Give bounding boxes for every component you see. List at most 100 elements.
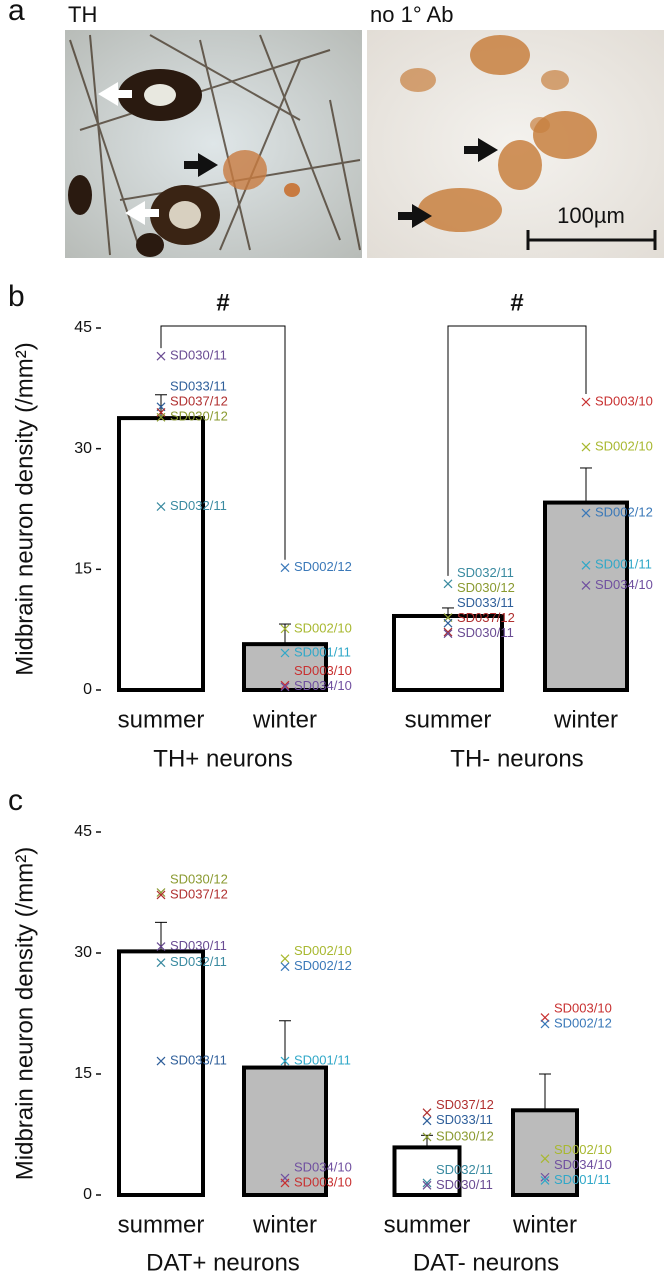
point-label: SD002/10: [554, 1142, 612, 1157]
point-label: SD002/10: [294, 620, 352, 635]
micrograph: [367, 30, 664, 258]
cross: [443, 629, 453, 639]
data-point: [156, 888, 166, 897]
cross: [156, 412, 166, 422]
group-label: DAT- neurons: [413, 1249, 559, 1275]
x-tick-label: winter: [553, 706, 618, 733]
point-label: SD034/10: [595, 577, 653, 592]
cross: [581, 580, 591, 590]
cross: [156, 942, 166, 951]
data-point: [443, 629, 453, 639]
point-label: SD034/10: [554, 1157, 612, 1172]
point-label: SD002/10: [294, 943, 352, 958]
data-point: [443, 618, 453, 628]
point-label: SD034/10: [294, 678, 352, 693]
point-label: SD002/10: [595, 438, 653, 453]
cross: [443, 627, 453, 637]
cross: [280, 962, 290, 972]
point-label: SD001/11: [294, 1053, 351, 1068]
panel-label: c: [8, 784, 23, 817]
error-bar: [580, 467, 592, 503]
panel-label: b: [8, 280, 25, 313]
point-label: SD001/11: [595, 557, 652, 572]
point-label: SD002/12: [554, 1015, 612, 1030]
cross: [280, 1056, 290, 1066]
x-tick-label: winter: [512, 1211, 577, 1238]
data-point: [280, 648, 290, 658]
point-label: SD033/11: [457, 595, 514, 610]
point-label: SD002/12: [294, 559, 352, 574]
cross: [280, 682, 290, 692]
cross: [156, 1056, 166, 1066]
point-label: SD030/12: [170, 871, 228, 886]
data-point: [422, 1178, 432, 1188]
data-point: [156, 351, 166, 361]
cross: [422, 1180, 432, 1190]
cross: [540, 1013, 550, 1022]
x-tick-label: summer: [384, 1211, 471, 1238]
y-tick-label: 15: [74, 1065, 92, 1082]
image-label: no 1° Ab: [370, 2, 453, 27]
x-tick-label: winter: [252, 706, 317, 733]
data-point: [280, 680, 290, 690]
scale-bar-label: 100µm: [557, 203, 625, 228]
cross: [280, 954, 290, 964]
data-point: [156, 1056, 166, 1066]
point-label: SD037/12: [436, 1097, 494, 1112]
point-label: SD032/11: [170, 954, 227, 969]
point-label: SD037/12: [170, 394, 228, 409]
data-point: [581, 560, 591, 570]
point-label: SD033/11: [170, 1053, 227, 1068]
point-label: SD034/10: [294, 1159, 352, 1174]
data-point: [443, 579, 453, 589]
error-bar: [442, 607, 454, 616]
point-label: SD032/11: [457, 565, 514, 580]
y-tick-label: 30: [74, 944, 92, 961]
cross: [156, 888, 166, 897]
bar: [392, 1145, 462, 1197]
point-label: SD037/12: [457, 610, 515, 625]
error-bar: [279, 1020, 291, 1068]
cross: [422, 1178, 432, 1188]
bar: [117, 416, 205, 692]
cross: [581, 397, 591, 407]
data-point: [540, 1176, 550, 1185]
y-axis-label: Midbrain neuron density (/mm²): [11, 342, 38, 675]
point-label: SD030/12: [170, 409, 228, 424]
group-label: TH+ neurons: [153, 745, 292, 772]
data-point: [540, 1019, 550, 1029]
cross: [422, 1132, 432, 1142]
point-label: SD030/11: [170, 348, 227, 363]
data-point: [280, 962, 290, 972]
significance-bracket: [160, 325, 286, 560]
point-label: SD002/12: [595, 504, 653, 519]
cross: [540, 1172, 550, 1182]
y-tick-label: 45: [74, 319, 92, 336]
cross: [581, 442, 591, 452]
point-label: SD001/11: [554, 1172, 611, 1187]
data-point: [581, 580, 591, 590]
cross: [156, 351, 166, 361]
panel-label: a: [8, 0, 25, 27]
x-tick-label: summer: [405, 706, 492, 733]
bar: [392, 613, 504, 692]
point-label: SD037/12: [170, 886, 228, 901]
cross: [540, 1154, 550, 1164]
error-bar: [539, 1073, 551, 1111]
data-point: [422, 1116, 432, 1126]
data-point: [280, 1056, 290, 1066]
cross: [280, 1178, 290, 1188]
cross: [280, 563, 290, 573]
data-point: [280, 624, 290, 634]
cross: [443, 579, 453, 589]
error-bar: [279, 623, 291, 645]
cross: [280, 680, 290, 690]
data-point: [280, 682, 290, 692]
data-point: [422, 1132, 432, 1142]
x-tick-label: summer: [118, 1211, 205, 1238]
cross: [581, 508, 591, 518]
data-point: [540, 1013, 550, 1022]
point-label: SD030/11: [457, 625, 514, 640]
data-point: [540, 1154, 550, 1164]
point-label: SD033/11: [436, 1112, 493, 1127]
